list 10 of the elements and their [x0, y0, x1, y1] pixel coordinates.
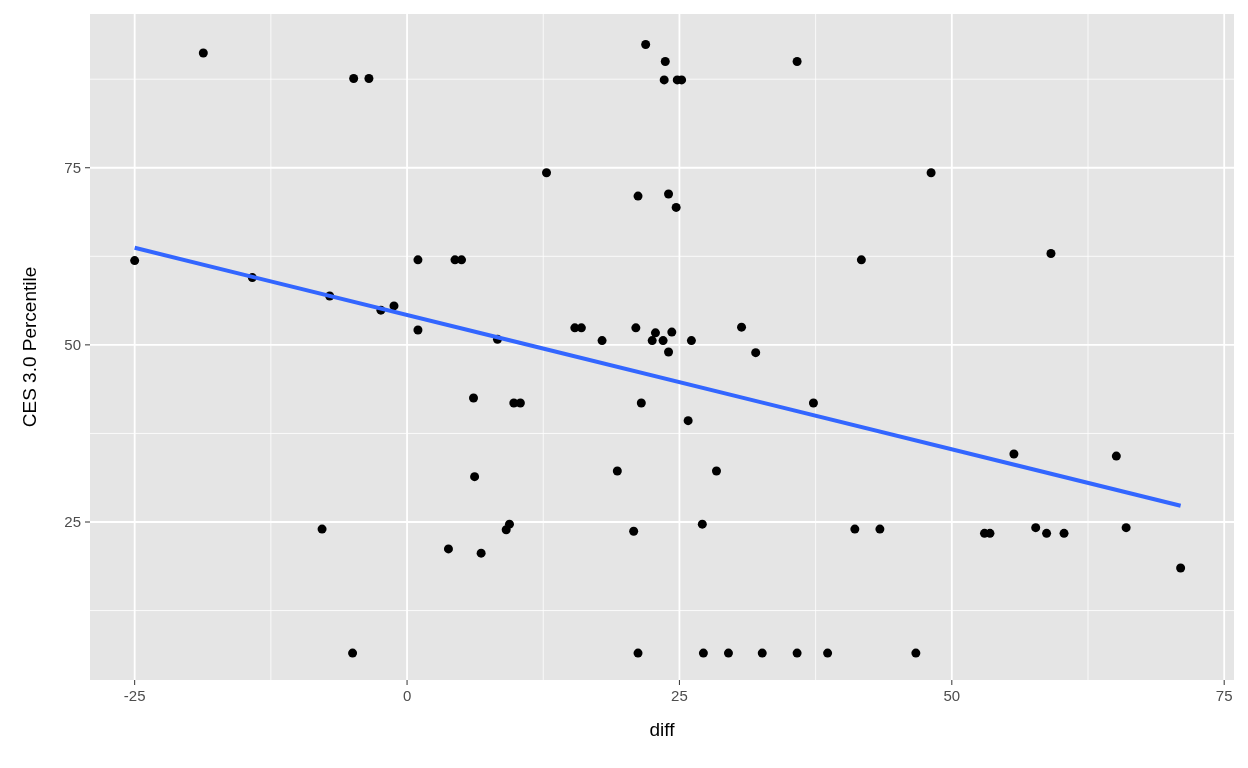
y-tick-label: 75: [64, 158, 81, 176]
y-axis-title: CES 3.0 Percentile: [19, 266, 40, 428]
x-tick-label: 50: [943, 687, 961, 704]
x-tick-label: 75: [1215, 687, 1233, 704]
x-tick-label: 25: [671, 687, 688, 704]
y-tick-label: 25: [64, 513, 81, 530]
x-tick-label: -25: [123, 687, 146, 704]
y-tick-label: 50: [64, 335, 81, 353]
x-tick-label: 0: [402, 687, 412, 704]
x-axis-title: diff: [649, 719, 676, 740]
